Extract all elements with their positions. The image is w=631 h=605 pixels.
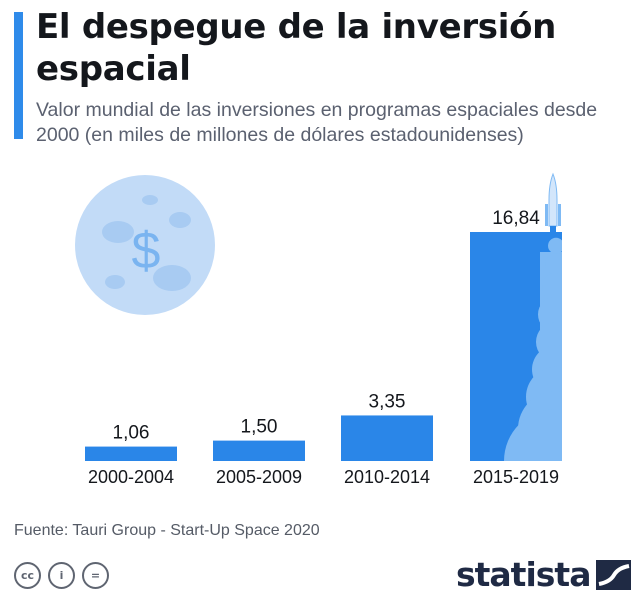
x-tick-label-2010-2014: 2010-2014 bbox=[344, 467, 430, 487]
license-icons: cc i = bbox=[14, 562, 109, 589]
nd-icon: = bbox=[82, 562, 109, 589]
brand-wordmark: statista bbox=[456, 555, 591, 594]
moon-icon: $ bbox=[75, 175, 215, 315]
cc-icon: cc bbox=[14, 562, 41, 589]
accent-bar bbox=[14, 12, 23, 139]
x-tick-labels-group: 2000-2004 2005-2009 2010-2014 2015-2019 bbox=[88, 467, 559, 487]
by-icon: i bbox=[48, 562, 75, 589]
x-tick-label-2005-2009: 2005-2009 bbox=[216, 467, 302, 487]
bar-2005-2009 bbox=[213, 440, 305, 461]
moon-dollar-symbol: $ bbox=[132, 222, 161, 280]
chart-title: El despegue de la inversión espacial bbox=[36, 7, 557, 89]
x-tick-label-2015-2019: 2015-2019 bbox=[473, 467, 559, 487]
source-note: Fuente: Tauri Group - Start-Up Space 202… bbox=[14, 522, 320, 539]
value-label-2005-2009: 1,50 bbox=[241, 417, 278, 438]
chart-subtitle: Valor mundial de las inversiones en prog… bbox=[36, 99, 598, 146]
bar-2000-2004 bbox=[85, 446, 177, 461]
rocket-icon bbox=[545, 172, 561, 232]
x-tick-label-2000-2004: 2000-2004 bbox=[88, 467, 174, 487]
bar-2010-2014 bbox=[341, 415, 433, 461]
value-label-2010-2014: 3,35 bbox=[369, 391, 406, 412]
statista-logo: statista bbox=[456, 557, 631, 593]
value-label-2000-2004: 1,06 bbox=[113, 423, 150, 444]
cloud-icon bbox=[504, 237, 562, 461]
brand-mark-icon bbox=[596, 560, 631, 590]
value-labels-group: 1,06 1,50 3,35 16,84 bbox=[113, 208, 541, 444]
value-label-2015-2019: 16,84 bbox=[492, 208, 540, 229]
